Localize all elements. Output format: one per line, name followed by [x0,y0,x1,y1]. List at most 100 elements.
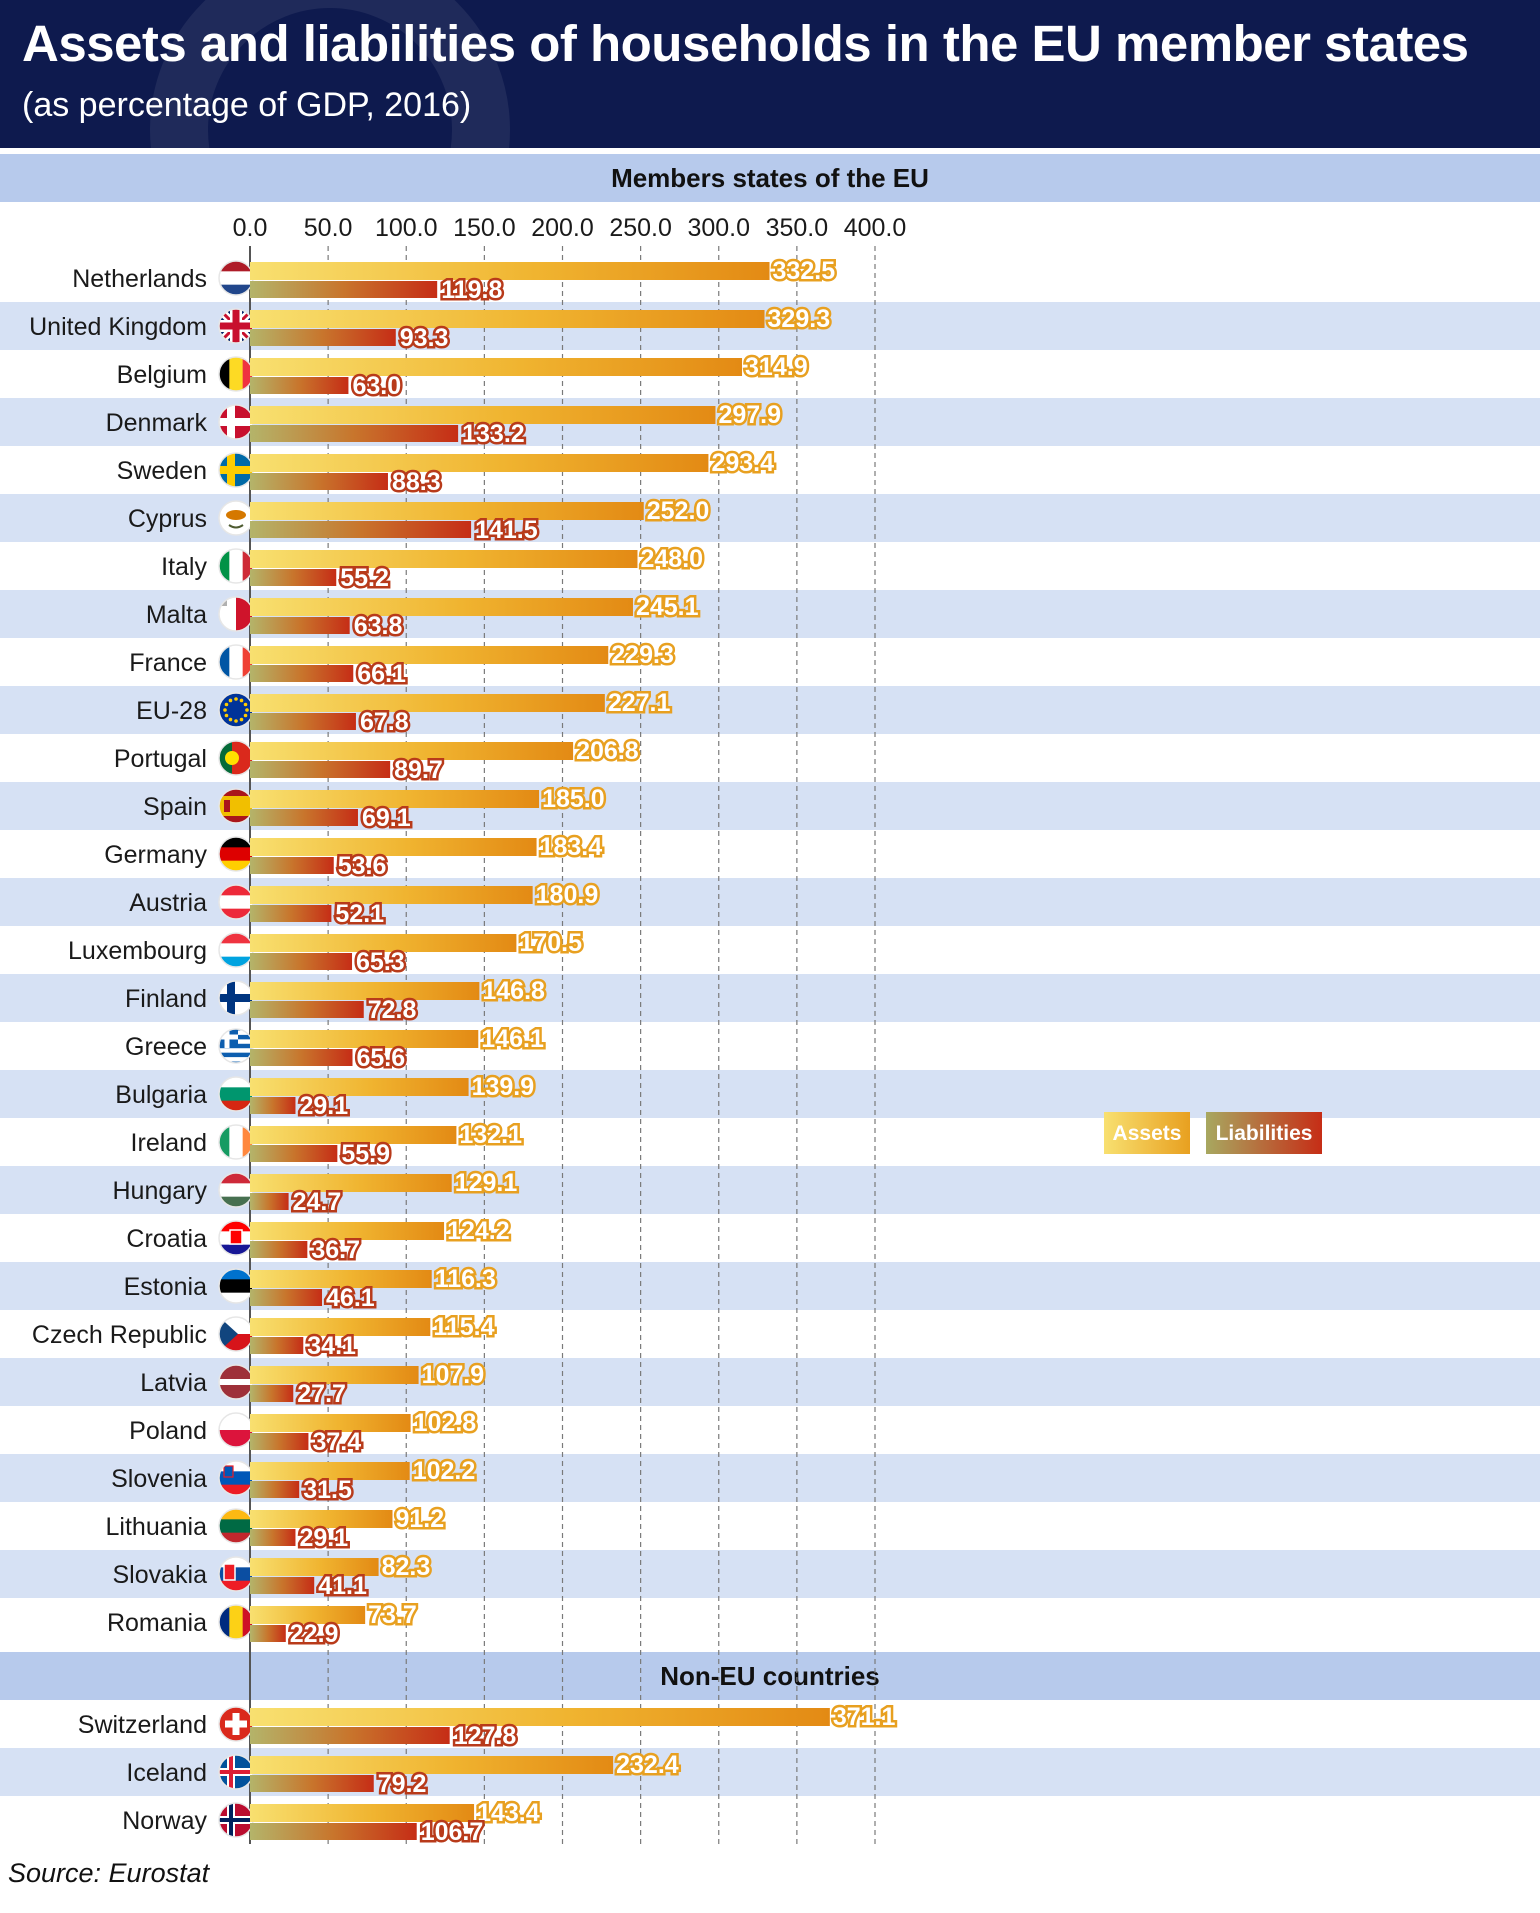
country-label: Romania [107,1609,207,1637]
assets-value-label: 297.9 [718,401,781,429]
liabilities-bar [250,1385,294,1402]
legend-assets-label: Assets [1113,1122,1182,1145]
assets-value-label: 232.4 [616,1751,679,1779]
assets-value-label: 115.4 [433,1313,494,1341]
liabilities-bar [250,857,334,874]
assets-value-label: 102.8 [414,1409,477,1437]
liabilities-value-label: 63.0 [352,372,401,400]
tick-label: 0.0 [233,214,268,242]
liabilities-value-label: 29.1 [299,1092,348,1120]
assets-bar [250,598,633,616]
country-label: Luxembourg [68,937,207,965]
ireland-flag [218,1124,254,1160]
assets-bar [250,646,609,664]
country-label: Switzerland [78,1711,207,1739]
country-label: Lithuania [106,1513,208,1541]
assets-bar [250,1462,410,1480]
liabilities-bar [250,905,332,922]
liabilities-bar [250,1775,374,1792]
croatia-flag [218,1220,254,1256]
assets-bar [250,358,743,376]
country-label: United Kingdom [29,313,207,341]
liabilities-bar [250,1481,300,1498]
assets-bar [250,550,638,568]
assets-bar [250,1030,479,1048]
assets-value-label: 102.2 [413,1457,476,1485]
assets-bar [250,1270,432,1288]
legend-liabilities-swatch [1206,1112,1322,1154]
legend-liabilities-label: Liabilities [1216,1122,1313,1145]
assets-value-label: 329.3 [768,305,831,333]
assets-value-label: 248.0 [641,545,704,573]
liabilities-bar [250,617,350,634]
assets-value-label: 185.0 [542,785,605,813]
assets-bar [250,934,517,952]
country-label: Latvia [140,1369,207,1397]
assets-bar [250,1414,411,1432]
country-label: Greece [125,1033,207,1061]
chart-subtitle: (as percentage of GDP, 2016) [22,86,472,124]
assets-bar [250,838,537,856]
portugal-flag [218,740,254,776]
assets-value-label: 293.4 [711,449,774,477]
assets-bar [250,406,716,424]
liabilities-bar [250,377,349,394]
assets-value-label: 107.9 [422,1361,485,1389]
poland-flag [218,1412,254,1448]
country-label: Germany [104,841,207,869]
assets-value-label: 183.4 [540,833,603,861]
country-label: Denmark [106,409,208,437]
country-label: Estonia [124,1273,207,1301]
assets-bar [250,790,540,808]
assets-value-label: 82.3 [382,1553,431,1581]
latvia-flag [218,1364,254,1400]
liabilities-value-label: 88.3 [392,468,441,496]
bar-chart: Members states of the EU Non-EU countries… [0,154,1540,1849]
norway-flag [218,1802,254,1838]
assets-value-label: 170.5 [519,929,582,957]
italy-flag [218,548,254,584]
liabilities-bar [250,281,438,298]
liabilities-value-label: 89.7 [394,756,443,784]
slovakia-flag [218,1556,254,1592]
assets-bar [250,694,605,712]
country-label: Netherlands [72,265,207,293]
assets-bar [250,1558,379,1576]
finland-flag [218,980,254,1016]
country-label: Belgium [117,361,207,389]
liabilities-bar [250,809,358,826]
liabilities-bar [250,1049,353,1066]
assets-bar [250,1318,431,1336]
liabilities-value-label: 55.9 [341,1140,390,1168]
tick-label: 50.0 [304,214,353,242]
liabilities-value-label: 69.1 [362,804,411,832]
section-band [0,1652,1540,1700]
country-label: Croatia [126,1225,207,1253]
liabilities-bar [250,425,459,442]
luxembourg-flag [218,932,254,968]
tick-label: 400.0 [844,214,907,242]
liabilities-bar [250,1145,338,1162]
assets-bar [250,502,644,520]
source-note: Source: Eurostat [8,1858,210,1888]
assets-value-label: 146.1 [481,1025,544,1053]
liabilities-value-label: 63.8 [354,612,403,640]
liabilities-bar [250,1193,289,1210]
country-label: Portugal [114,745,207,773]
assets-bar [250,1078,469,1096]
liabilities-bar [250,1577,315,1594]
assets-value-label: 91.2 [396,1505,445,1533]
denmark-flag [218,404,254,440]
section-band [0,154,1540,202]
assets-value-label: 129.1 [455,1169,518,1197]
liabilities-bar [250,1097,296,1114]
tick-label: 150.0 [453,214,516,242]
liabilities-bar [250,473,388,490]
country-label: Ireland [131,1129,207,1157]
liabilities-bar [250,1001,364,1018]
country-label: Bulgaria [115,1081,207,1109]
assets-bar [250,262,770,280]
assets-value-label: 139.9 [472,1073,535,1101]
liabilities-bar [250,1625,286,1642]
liabilities-bar [250,1433,309,1450]
